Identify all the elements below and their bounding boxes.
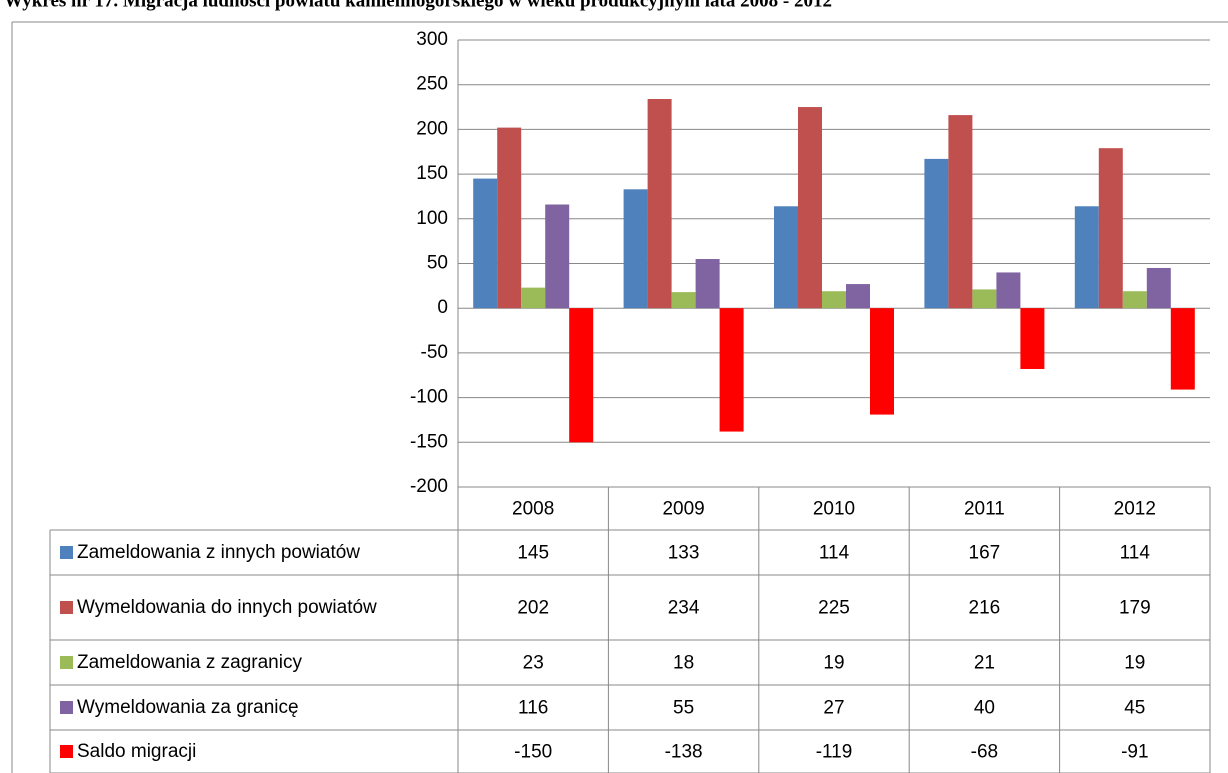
bar xyxy=(671,292,696,309)
legend-label: Wymeldowania do innych powiatów xyxy=(77,596,377,618)
bar xyxy=(798,107,822,309)
table-value: 45 xyxy=(1124,698,1145,719)
bar xyxy=(1170,308,1195,390)
table-value: 133 xyxy=(668,543,700,564)
bar xyxy=(695,259,720,309)
bar xyxy=(1020,308,1045,369)
legend-swatch xyxy=(60,744,73,758)
bar xyxy=(846,284,870,309)
table-value: 225 xyxy=(818,598,850,619)
table-value: 18 xyxy=(673,653,694,674)
bar xyxy=(473,178,498,309)
bar xyxy=(1122,291,1147,309)
legend-label: Zameldowania z zagranicy xyxy=(77,651,302,673)
bar xyxy=(774,206,798,309)
table-value: 114 xyxy=(1120,543,1151,564)
table-value: -68 xyxy=(971,742,998,763)
legend-entry: Zameldowania z innych powiatów xyxy=(58,530,454,575)
legend-label: Zameldowania z innych powiatów xyxy=(77,541,361,563)
legend-text: Zameldowania z zagranicy xyxy=(58,651,302,675)
table-value: 19 xyxy=(823,653,844,674)
table-value: -138 xyxy=(665,742,703,763)
legend-entry: Wymeldowania do innych powiatów xyxy=(58,575,454,640)
table-value: 19 xyxy=(1124,653,1145,674)
table-value: 114 xyxy=(819,543,850,564)
legend-swatch xyxy=(60,600,73,614)
y-tick-label: 200 xyxy=(416,118,448,139)
legend-item: Wymeldowania za granicę xyxy=(58,685,454,730)
table-value: 23 xyxy=(523,653,544,674)
y-tick-label: 150 xyxy=(416,163,448,184)
bar xyxy=(1098,148,1123,309)
legend-text: Zameldowania z innych powiatów xyxy=(58,541,360,565)
bar xyxy=(870,308,894,415)
legend-item: Saldo migracji xyxy=(58,730,454,773)
bar xyxy=(545,204,570,309)
table-value: 145 xyxy=(517,543,549,564)
legend-swatch xyxy=(60,545,73,559)
bar xyxy=(497,127,522,309)
y-tick-label: -50 xyxy=(421,342,448,363)
table-value: 179 xyxy=(1119,598,1151,619)
y-tick-label: -100 xyxy=(410,387,448,408)
table-value: 216 xyxy=(969,598,1001,619)
x-tick-label: 2011 xyxy=(964,499,1005,520)
bar xyxy=(996,272,1021,309)
bar xyxy=(1146,267,1171,309)
bar xyxy=(569,308,594,443)
legend-text: Wymeldowania do innych powiatów xyxy=(58,596,377,620)
legend-label: Wymeldowania za granicę xyxy=(77,696,299,718)
bar xyxy=(647,99,672,309)
y-tick-label: -150 xyxy=(410,431,448,452)
y-tick-label: 50 xyxy=(427,253,448,274)
y-tick-label: 300 xyxy=(416,29,448,50)
table-value: 27 xyxy=(823,698,844,719)
legend-swatch xyxy=(60,655,73,669)
bar xyxy=(972,289,997,309)
y-tick-label: -200 xyxy=(410,476,448,497)
legend-item: Zameldowania z zagranicy xyxy=(58,640,454,685)
legend-swatch xyxy=(60,700,73,714)
legend-entry: Wymeldowania za granicę xyxy=(58,685,454,730)
table-value: 234 xyxy=(668,598,700,619)
chart-title: Wykres nr 17. Migracja ludności powiatu … xyxy=(4,0,832,11)
y-tick-label: 250 xyxy=(416,74,448,95)
bar xyxy=(822,291,846,309)
table-value: 116 xyxy=(518,698,548,719)
legend-item: Zameldowania z innych powiatów xyxy=(58,530,454,575)
legend-entry: Zameldowania z zagranicy xyxy=(58,640,454,685)
table-value: -150 xyxy=(514,742,552,763)
table-value: 202 xyxy=(517,598,549,619)
x-tick-label: 2009 xyxy=(662,499,704,520)
x-tick-label: 2008 xyxy=(512,499,554,520)
x-tick-label: 2012 xyxy=(1114,499,1156,520)
bar xyxy=(924,158,949,309)
y-tick-label: 0 xyxy=(437,297,448,318)
legend-entry: Saldo migracji xyxy=(58,730,454,773)
bar xyxy=(521,287,546,309)
table-value: 21 xyxy=(974,653,995,674)
table-value: 40 xyxy=(974,698,995,719)
table-value: 167 xyxy=(969,543,1001,564)
table-value: -119 xyxy=(816,742,853,763)
bar xyxy=(719,308,744,432)
legend-label: Saldo migracji xyxy=(77,740,197,762)
table-value: 55 xyxy=(673,698,694,719)
y-tick-label: 100 xyxy=(416,208,448,229)
table-value: -91 xyxy=(1121,742,1148,763)
bar xyxy=(623,189,648,309)
legend-item: Wymeldowania do innych powiatów xyxy=(58,575,454,640)
bar xyxy=(948,115,973,309)
bar xyxy=(1074,206,1099,309)
legend-text: Saldo migracji xyxy=(58,740,196,764)
legend-text: Wymeldowania za granicę xyxy=(58,696,299,720)
x-tick-label: 2010 xyxy=(813,499,855,520)
